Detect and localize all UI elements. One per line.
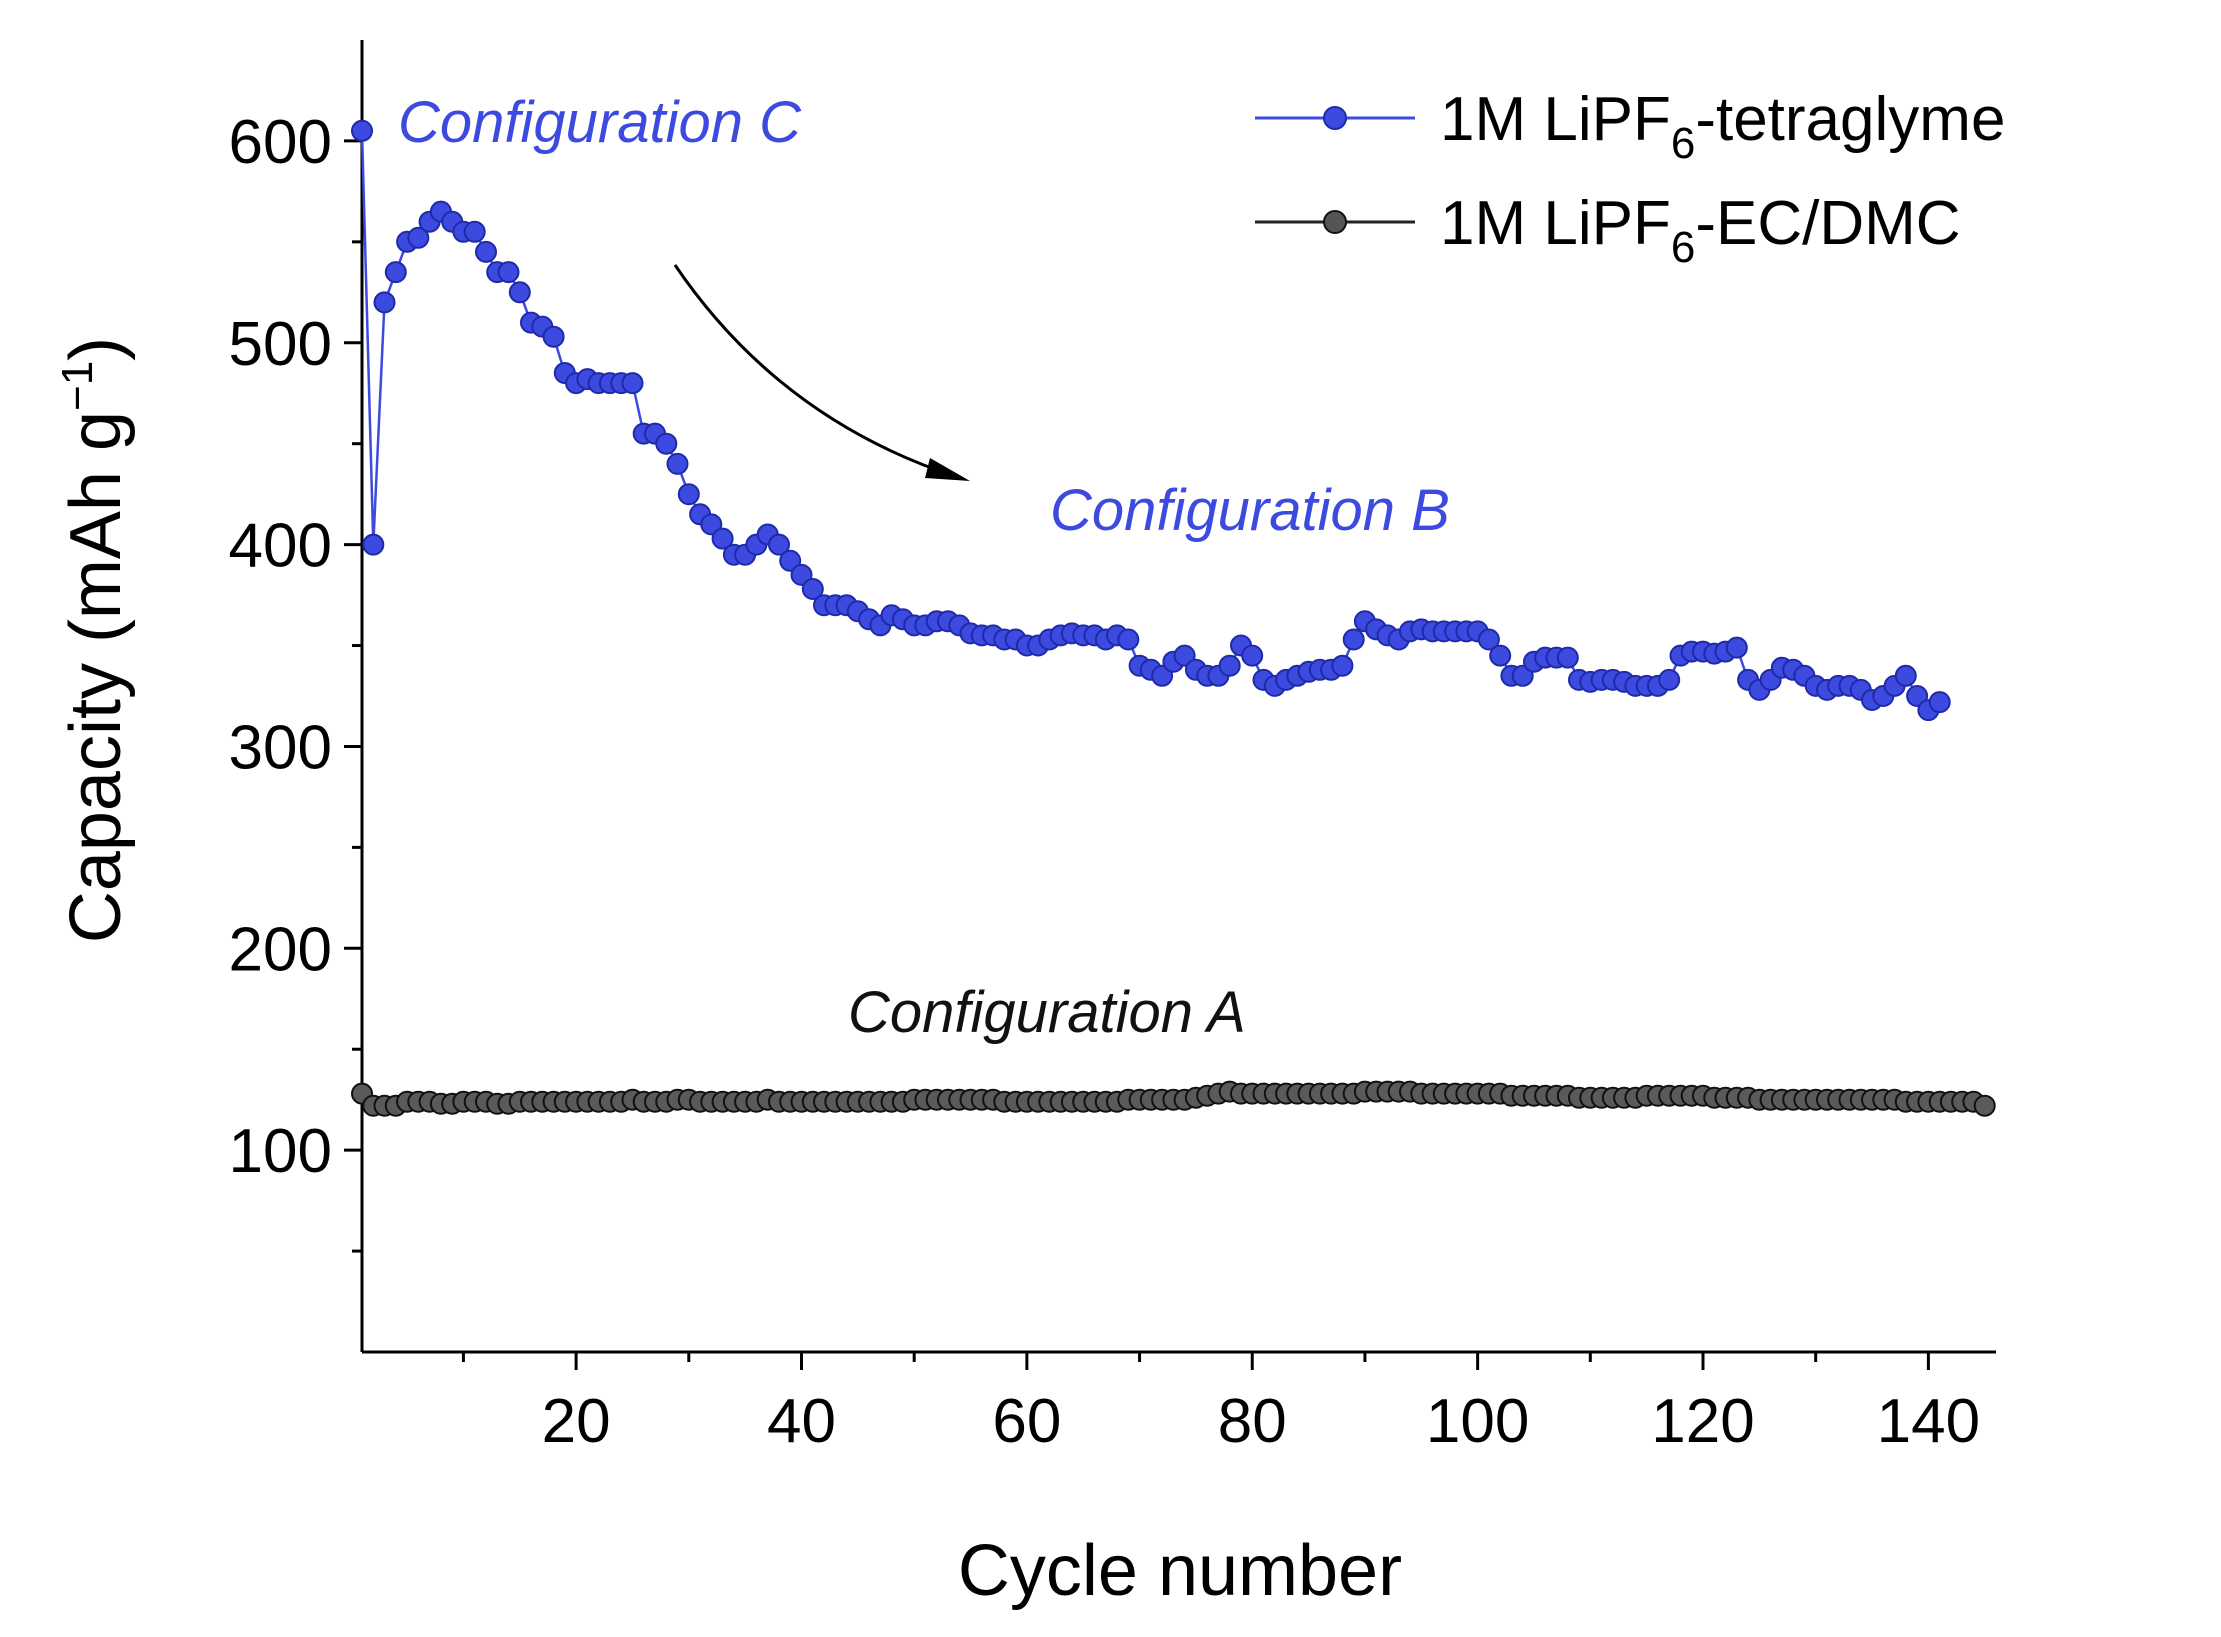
annotation-config-c: Configuration C <box>398 90 802 155</box>
legend-ecdmc-pre: 1M LiPF <box>1440 189 1671 258</box>
x-tick-label: 120 <box>1651 1387 1754 1456</box>
data-point <box>1173 644 1196 667</box>
data-point <box>497 261 520 284</box>
data-point <box>801 578 824 600</box>
y-tick-label: 100 <box>229 1117 332 1186</box>
data-point <box>677 483 700 506</box>
trend-arrow-head <box>925 458 970 481</box>
series-ecdmc <box>351 1080 1996 1117</box>
data-point <box>1218 654 1241 677</box>
data-point <box>542 325 565 348</box>
data-point <box>1556 646 1579 669</box>
data-point <box>1906 685 1929 707</box>
data-point <box>700 513 723 536</box>
x-axis-label: Cycle number <box>958 1531 1402 1611</box>
x-tick-label: 20 <box>542 1387 611 1456</box>
legend-tetraglyme-pre: 1M LiPF <box>1440 85 1671 154</box>
y-axis-label-main: Capacity (mAh g <box>56 411 136 943</box>
y-tick-label: 300 <box>229 713 332 782</box>
data-point <box>666 452 689 475</box>
y-tick-label: 200 <box>229 915 332 984</box>
data-point <box>1241 644 1264 667</box>
y-axis-label-sup: −1 <box>53 361 102 411</box>
data-point <box>655 432 678 455</box>
y-axis-ticks: 100 200 300 400 500 600 <box>229 108 362 1253</box>
series-tetraglyme <box>351 119 1951 722</box>
data-point <box>384 261 407 284</box>
x-tick-label: 80 <box>1218 1387 1287 1456</box>
y-tick-label: 500 <box>229 310 332 379</box>
data-point <box>373 291 396 314</box>
series-layer <box>351 119 1996 1117</box>
data-point <box>1117 628 1140 651</box>
legend-ecdmc-sub: 6 <box>1671 223 1695 272</box>
data-point <box>1894 664 1917 687</box>
x-tick-label: 40 <box>767 1387 836 1456</box>
legend-label-tetraglyme: 1M LiPF6-tetraglyme <box>1440 85 2005 168</box>
data-point <box>362 533 385 556</box>
data-point <box>475 240 497 263</box>
annotation-config-a: Configuration A <box>848 980 1246 1045</box>
data-point <box>1973 1094 1996 1117</box>
data-point <box>790 563 813 586</box>
legend-tetraglyme-sub: 6 <box>1671 119 1695 168</box>
data-point <box>768 533 790 556</box>
data-point <box>1725 636 1748 659</box>
data-point <box>463 220 486 243</box>
y-axis-label-close: ) <box>56 337 136 361</box>
legend-tetraglyme-post: -tetraglyme <box>1695 85 2005 154</box>
data-point <box>508 281 531 304</box>
data-point <box>1658 668 1681 691</box>
data-point <box>1928 691 1951 714</box>
data-point <box>621 372 644 395</box>
data-point <box>351 119 373 142</box>
legend: 1M LiPF6-tetraglyme 1M LiPF6-EC/DMC <box>1255 85 2005 272</box>
legend-label-ecdmc: 1M LiPF6-EC/DMC <box>1440 189 1961 272</box>
data-point <box>779 549 802 572</box>
x-tick-label: 140 <box>1877 1387 1980 1456</box>
x-tick-label: 60 <box>992 1387 1061 1456</box>
legend-marker-tetraglyme <box>1323 106 1347 130</box>
data-point <box>1511 664 1534 687</box>
legend-ecdmc-post: -EC/DMC <box>1695 189 1960 258</box>
trend-arrow-line <box>673 264 961 480</box>
annotation-config-b: Configuration B <box>1050 478 1450 543</box>
data-point <box>1477 628 1500 651</box>
y-tick-label: 600 <box>229 108 332 177</box>
data-point <box>711 527 734 550</box>
data-point <box>407 226 430 249</box>
data-point <box>1342 628 1365 651</box>
x-tick-label: 100 <box>1426 1387 1529 1456</box>
data-point <box>1151 664 1174 687</box>
data-point <box>1331 654 1354 677</box>
y-axis-label: Capacity (mAh g−1) <box>53 337 136 943</box>
data-point <box>1489 644 1512 667</box>
x-axis-ticks: 20 40 60 80 100 120 140 <box>461 1352 1980 1456</box>
y-tick-label: 400 <box>229 512 332 581</box>
legend-marker-ecdmc <box>1323 210 1347 234</box>
